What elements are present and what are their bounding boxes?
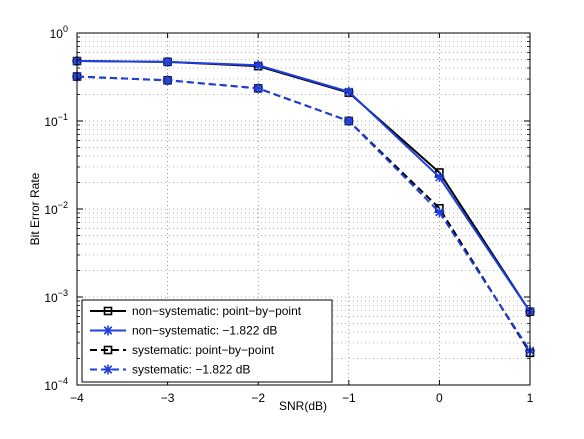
x-tick-label: −4 bbox=[70, 391, 84, 405]
x-tick-label: −2 bbox=[251, 391, 265, 405]
legend-entry: systematic: −1.822 dB bbox=[90, 363, 250, 377]
x-tick-label: −3 bbox=[161, 391, 175, 405]
legend-label: systematic: −1.822 dB bbox=[132, 363, 250, 377]
data-point bbox=[162, 75, 173, 86]
legend-entry: systematic: point−by−point bbox=[90, 343, 275, 357]
data-point bbox=[434, 207, 445, 218]
y-tick-base: 10 bbox=[44, 115, 58, 129]
y-tick-base: 10 bbox=[50, 27, 64, 41]
x-tick-label: −1 bbox=[342, 391, 356, 405]
y-tick-exponent: 0 bbox=[63, 24, 68, 34]
x-tick-label: 1 bbox=[527, 391, 534, 405]
y-tick-exponent: −1 bbox=[58, 112, 68, 122]
data-point bbox=[343, 86, 354, 97]
y-tick-exponent: −2 bbox=[58, 200, 68, 210]
y-axis-title: Bit Error Rate bbox=[28, 172, 42, 245]
legend-label: non−systematic: −1.822 dB bbox=[132, 324, 277, 338]
data-point bbox=[162, 56, 173, 67]
y-tick-label: 10−2 bbox=[44, 200, 68, 217]
legend-label: non−systematic: point−by−point bbox=[132, 304, 302, 318]
legend: non−systematic: point−by−point non−system… bbox=[81, 299, 333, 383]
data-point bbox=[434, 172, 445, 183]
y-tick-base: 10 bbox=[44, 203, 58, 217]
legend-entry: non−systematic: −1.822 dB bbox=[90, 324, 277, 338]
y-tick-label: 10−3 bbox=[44, 288, 68, 305]
series-line bbox=[76, 60, 531, 313]
legend-marker bbox=[103, 325, 113, 336]
data-point bbox=[253, 83, 264, 94]
y-tick-label: 10−4 bbox=[44, 376, 68, 393]
y-tick-base: 10 bbox=[44, 379, 58, 393]
legend-box bbox=[81, 299, 333, 383]
x-axis-title: SNR(dB) bbox=[279, 399, 327, 413]
legend-marker bbox=[103, 345, 113, 355]
data-point bbox=[253, 60, 264, 71]
axis-ticks bbox=[76, 33, 531, 386]
y-tick-label: 100 bbox=[50, 24, 68, 41]
data-point bbox=[343, 116, 354, 126]
x-tick-label: 0 bbox=[436, 391, 443, 405]
legend-entry: non−systematic: point−by−point bbox=[90, 304, 302, 318]
series-line bbox=[76, 75, 531, 352]
legend-marker bbox=[103, 306, 113, 316]
series-line bbox=[76, 75, 531, 354]
legend-marker bbox=[103, 364, 113, 375]
y-tick-exponent: −4 bbox=[58, 376, 68, 386]
y-tick-label: 10−1 bbox=[44, 112, 68, 129]
series-layer bbox=[72, 56, 535, 358]
y-tick-exponent: −3 bbox=[58, 288, 68, 298]
y-tick-base: 10 bbox=[44, 291, 58, 305]
legend-label: systematic: point−by−point bbox=[132, 343, 275, 357]
